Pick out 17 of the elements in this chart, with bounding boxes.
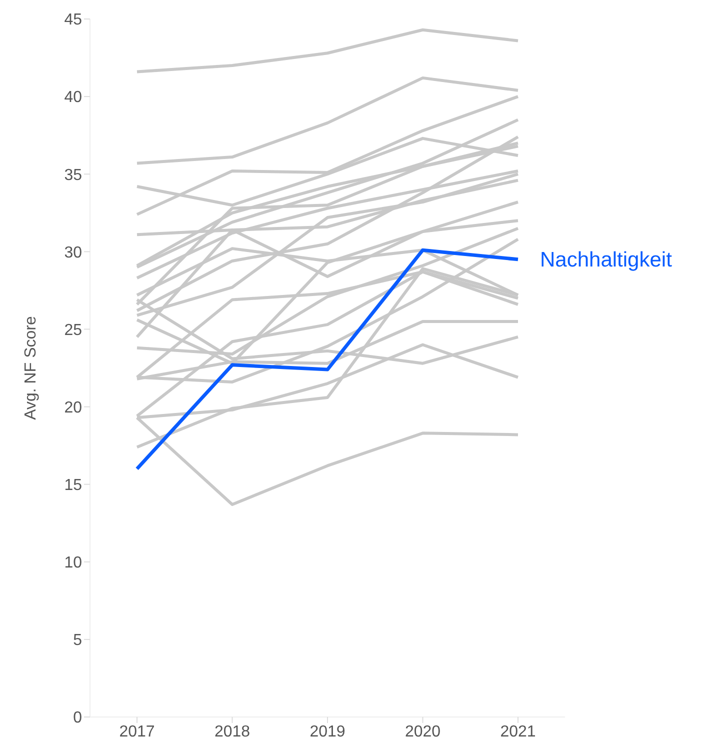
y-tick-label: 45 xyxy=(64,12,82,29)
y-tick-label: 5 xyxy=(73,632,82,650)
y-tick-label: 30 xyxy=(64,244,82,262)
y-tick-label: 20 xyxy=(64,399,82,416)
y-tick-label: 0 xyxy=(73,710,82,727)
y-tick-label: 35 xyxy=(64,166,82,184)
y-tick-label: 15 xyxy=(64,477,82,494)
x-tick-label: 2020 xyxy=(404,723,441,740)
x-tick-label: 2018 xyxy=(214,723,250,740)
x-tick-label: 2019 xyxy=(310,723,346,740)
x-tick-label: 2021 xyxy=(500,723,536,740)
series-label: Nachhaltigkeit xyxy=(540,248,672,272)
y-axis-title: Avg. NF Score xyxy=(22,316,40,420)
x-tick-label: 2017 xyxy=(119,723,155,740)
y-tick-label: 25 xyxy=(64,322,82,339)
y-tick-label: 40 xyxy=(64,89,82,106)
y-tick-label: 10 xyxy=(64,554,82,572)
